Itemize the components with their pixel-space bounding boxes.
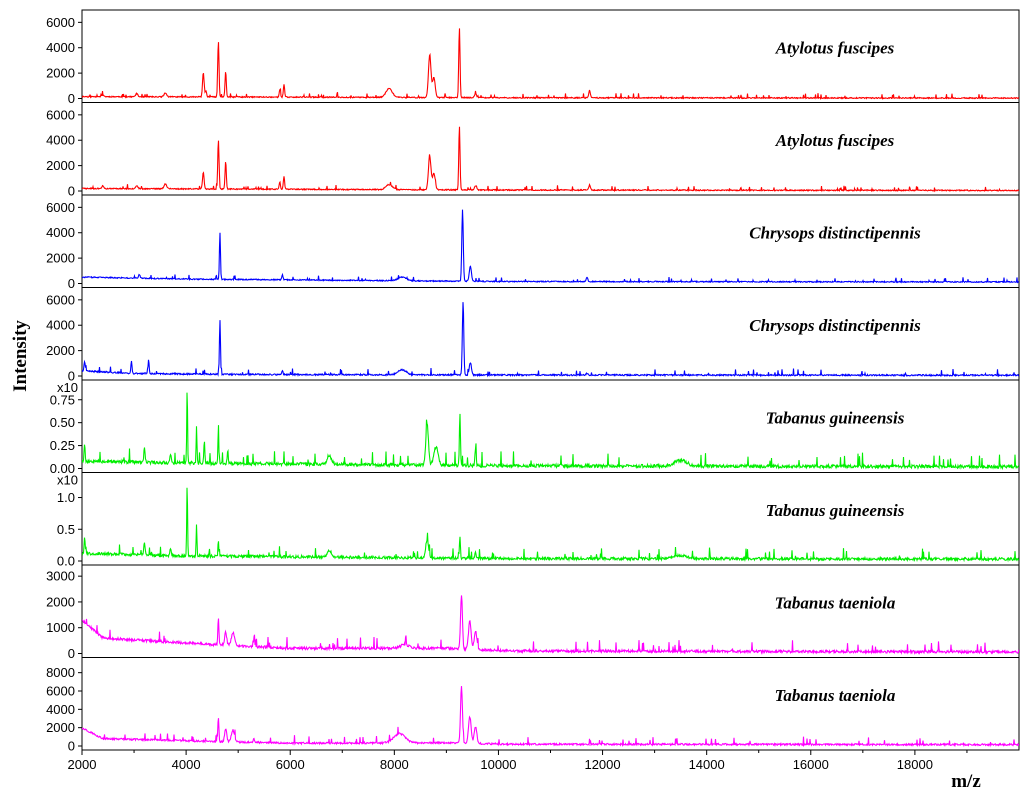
spectrum-line xyxy=(82,392,1019,471)
y-tick-label: 2000 xyxy=(46,251,75,266)
species-label: Chrysops distinctipennis xyxy=(749,223,921,242)
species-label: Tabanus guineensis xyxy=(766,501,905,520)
y-tick-label: 6000 xyxy=(46,200,75,215)
y-tick-label: 0.25 xyxy=(50,438,75,453)
y-tick-label: 3000 xyxy=(46,569,75,584)
spectrum-line xyxy=(82,209,1019,284)
y-tick-label: 0 xyxy=(68,91,75,106)
y-tick-label: 2000 xyxy=(46,594,75,609)
y-tick-label: 2000 xyxy=(46,66,75,81)
y-tick-label: 4000 xyxy=(46,225,75,240)
spectrum-line xyxy=(82,686,1019,748)
x-tick-label: 8000 xyxy=(380,757,409,772)
y-tick-label: 4000 xyxy=(46,702,75,717)
x-tick-label: 2000 xyxy=(68,757,97,772)
y-tick-label: 8000 xyxy=(46,665,75,680)
y-tick-label: 0.50 xyxy=(50,415,75,430)
spectrum-panel: 0.0 0.5 1.0 x10 Tabanus guineensis xyxy=(57,472,1020,569)
y-scale-prefix: x10 xyxy=(57,473,78,488)
y-tick-label: 2000 xyxy=(46,720,75,735)
spectrum-panel: 0 2000 4000 6000 8000 Tabanus taeniola xyxy=(46,657,1020,754)
species-label: Tabanus guineensis xyxy=(766,408,905,427)
spectrum-line xyxy=(82,595,1019,655)
x-tick-label: 12000 xyxy=(584,757,620,772)
x-tick-label: 6000 xyxy=(276,757,305,772)
species-label: Tabanus taeniola xyxy=(775,686,896,705)
x-axis-label: m/z xyxy=(951,771,981,792)
x-tick-label: 4000 xyxy=(172,757,201,772)
y-axis-label: Intensity xyxy=(10,320,31,392)
y-tick-label: 0 xyxy=(68,369,75,384)
y-tick-label: 4000 xyxy=(46,40,75,55)
y-tick-label: 6000 xyxy=(46,684,75,699)
y-scale-prefix: x10 xyxy=(57,380,78,395)
spectra-panels: 0 2000 4000 6000 Atylotus fuscipes 0 2000 4000 6… xyxy=(46,9,1020,754)
spectrum-line xyxy=(82,126,1019,193)
spectrum-line xyxy=(82,302,1019,378)
y-tick-label: 0 xyxy=(68,276,75,291)
y-tick-label: 1.0 xyxy=(57,490,75,505)
y-tick-label: 6000 xyxy=(46,292,75,307)
y-tick-label: 0.75 xyxy=(50,392,75,407)
y-tick-label: 0.00 xyxy=(50,461,75,476)
y-tick-label: 2000 xyxy=(46,158,75,173)
species-label: Atylotus fuscipes xyxy=(775,131,895,150)
spectrum-panel: 0 1000 2000 3000 Tabanus taeniola xyxy=(46,564,1020,661)
spectrum-panel: 0 2000 4000 6000 Chrysops distinctipennis xyxy=(46,194,1020,291)
y-tick-label: 0 xyxy=(68,184,75,199)
species-label: Tabanus taeniola xyxy=(775,593,896,612)
y-tick-label: 1000 xyxy=(46,620,75,635)
y-tick-label: 0.5 xyxy=(57,522,75,537)
x-tick-label: 14000 xyxy=(689,757,725,772)
y-tick-label: 4000 xyxy=(46,318,75,333)
spectrum-panel: 0 2000 4000 6000 Chrysops distinctipennis xyxy=(46,287,1020,384)
species-label: Atylotus fuscipes xyxy=(775,38,895,57)
x-axis: 2000 4000 6000 8000 10000 12000 14000 16000 1800… xyxy=(68,750,968,772)
spectrum-panel: 0 2000 4000 6000 Atylotus fuscipes xyxy=(46,9,1020,106)
y-tick-label: 6000 xyxy=(46,107,75,122)
y-tick-label: 0 xyxy=(68,646,75,661)
y-tick-label: 4000 xyxy=(46,133,75,148)
spectrum-panel: 0 2000 4000 6000 Atylotus fuscipes xyxy=(46,102,1020,199)
x-tick-label: 18000 xyxy=(897,757,933,772)
y-tick-label: 2000 xyxy=(46,343,75,358)
species-label: Chrysops distinctipennis xyxy=(749,316,921,335)
y-tick-label: 0.0 xyxy=(57,554,75,569)
y-tick-label: 6000 xyxy=(46,15,75,30)
y-tick-label: 0 xyxy=(68,739,75,754)
x-tick-label: 16000 xyxy=(793,757,829,772)
spectrum-line xyxy=(82,28,1019,100)
x-tick-label: 10000 xyxy=(480,757,516,772)
spectrum-line xyxy=(82,487,1019,563)
